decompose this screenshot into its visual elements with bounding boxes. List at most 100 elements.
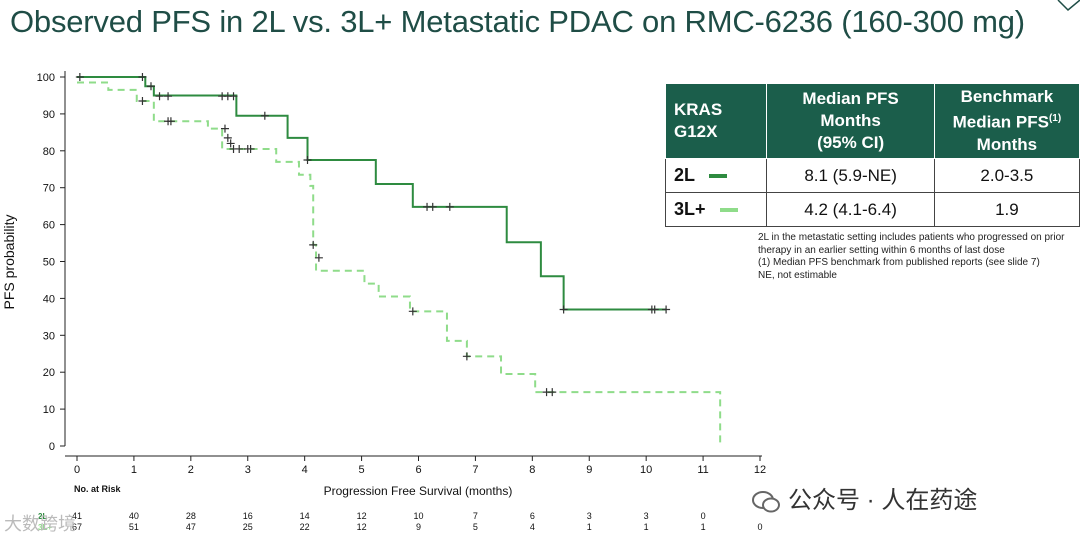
- wechat-icon: [752, 490, 780, 513]
- y-tick-label: 80: [43, 146, 55, 158]
- footnotes: 2L in the metastatic setting includes pa…: [758, 232, 1080, 282]
- risk-value: 22: [300, 522, 310, 532]
- median-cell: 4.2 (4.1-6.4): [766, 192, 935, 227]
- y-tick-label: 40: [43, 293, 55, 305]
- risk-value: 4: [530, 522, 535, 532]
- risk-value: 7: [473, 511, 478, 521]
- x-tick-label: 0: [74, 464, 80, 476]
- risk-value: 41: [72, 511, 82, 521]
- risk-value: 25: [243, 522, 253, 532]
- censor-mark: [164, 92, 173, 101]
- header-benchmark: Benchmark Median PFS(1) Months: [933, 83, 1080, 159]
- censor-mark: [235, 144, 244, 153]
- x-tick-label: 12: [754, 464, 766, 476]
- table-row: 3L+ 4.2 (4.1-6.4) 1.9: [664, 192, 1080, 227]
- risk-value: 6: [530, 511, 535, 521]
- x-tick-label: 5: [359, 464, 365, 476]
- pfs-table: KRAS G12X Median PFS Months (95% CI) Benchm…: [664, 83, 1080, 227]
- risk-value: 67: [72, 522, 82, 532]
- censor-mark: [223, 133, 232, 142]
- y-tick-label: 90: [43, 109, 55, 121]
- risk-value: 28: [186, 511, 196, 521]
- censor-mark: [138, 73, 147, 81]
- legend-swatch-3L: [719, 208, 738, 213]
- censor-mark: [309, 240, 318, 249]
- corner-decoration: [1057, 0, 1080, 12]
- risk-value: 47: [186, 522, 196, 532]
- risk-value: 3: [587, 511, 592, 521]
- risk-value: 14: [300, 511, 310, 521]
- censor-mark: [428, 202, 437, 211]
- risk-value: 1: [587, 522, 592, 532]
- y-tick-label: 0: [49, 441, 55, 453]
- risk-value: 3: [644, 511, 649, 521]
- x-tick-label: 4: [302, 464, 308, 476]
- risk-value: 1: [644, 522, 649, 532]
- risk-value: 16: [243, 511, 253, 521]
- censor-mark: [559, 305, 568, 314]
- censor-mark: [146, 82, 155, 91]
- risk-value: 40: [129, 511, 139, 521]
- censor-mark: [462, 352, 471, 361]
- censor-mark: [408, 307, 417, 316]
- x-tick-label: 2: [188, 464, 194, 476]
- x-tick-label: 10: [640, 464, 652, 476]
- risk-value: 10: [413, 511, 423, 521]
- censor-mark: [548, 388, 557, 397]
- series-line-2L: [77, 76, 667, 311]
- footnote: 2L in the metastatic setting includes pa…: [758, 232, 1065, 256]
- watermark: 公众号 · 人在药途: [752, 480, 977, 515]
- risk-value: 51: [129, 522, 139, 532]
- y-tick-label: 30: [43, 330, 55, 342]
- x-tick-label: 11: [697, 464, 708, 476]
- censor-mark: [75, 73, 84, 81]
- y-tick-label: 70: [43, 183, 55, 195]
- censor-mark: [314, 253, 323, 262]
- censor-mark: [445, 202, 454, 211]
- series-line-3Lplus: [77, 81, 722, 446]
- x-tick-label: 9: [586, 464, 592, 476]
- risk-value: 0: [757, 522, 762, 532]
- risk-value: 0: [701, 511, 706, 521]
- censor-mark: [229, 92, 238, 101]
- arm-cell: 3L+: [664, 192, 768, 227]
- x-tick-label: 1: [131, 464, 137, 476]
- y-tick-label: 10: [43, 404, 55, 416]
- benchmark-cell: 1.9: [933, 192, 1080, 227]
- censor-mark: [138, 96, 147, 105]
- arm-label: 3L+: [674, 199, 706, 219]
- y-tick-label: 100: [37, 72, 55, 84]
- legend-swatch-2L: [709, 174, 728, 179]
- censor-mark: [155, 92, 164, 101]
- x-tick-label: 8: [529, 464, 535, 476]
- x-axis-label: Progression Free Survival (months): [324, 484, 513, 498]
- risk-row-label: 2L: [38, 512, 47, 521]
- risk-value: 12: [357, 511, 367, 521]
- arm-cell: 2L: [664, 158, 768, 193]
- y-tick-label: 20: [43, 367, 55, 379]
- censor-mark: [303, 156, 312, 165]
- header-kras: KRAS G12X: [664, 83, 768, 159]
- censor-mark: [226, 139, 235, 148]
- arm-label: 2L: [674, 165, 696, 185]
- benchmark-cell: 2.0-3.5: [933, 158, 1080, 193]
- x-tick-label: 6: [415, 464, 421, 476]
- censor-mark: [260, 111, 269, 120]
- y-axis-label: PFS probability: [1, 215, 17, 310]
- table-header-row: KRAS G12X Median PFS Months (95% CI) Benchm…: [664, 83, 1080, 159]
- page-title: Observed PFS in 2L vs. 3L+ Metastatic PD…: [10, 4, 1025, 39]
- risk-row-label: 3L+: [38, 523, 52, 532]
- footnote: NE, not estimable: [758, 269, 837, 281]
- risk-value: 12: [357, 522, 367, 532]
- censor-mark: [246, 144, 255, 153]
- censor-mark: [650, 305, 659, 314]
- censor-mark: [662, 305, 671, 314]
- censor-mark: [220, 124, 229, 133]
- x-tick-label: 7: [472, 464, 478, 476]
- watermark-bottom: 大数跨境: [4, 514, 76, 534]
- risk-value: 1: [701, 522, 706, 532]
- risk-value: 5: [473, 522, 478, 532]
- footnote: (1) Median PFS benchmark from published …: [758, 257, 1040, 268]
- y-tick-label: 50: [43, 257, 55, 269]
